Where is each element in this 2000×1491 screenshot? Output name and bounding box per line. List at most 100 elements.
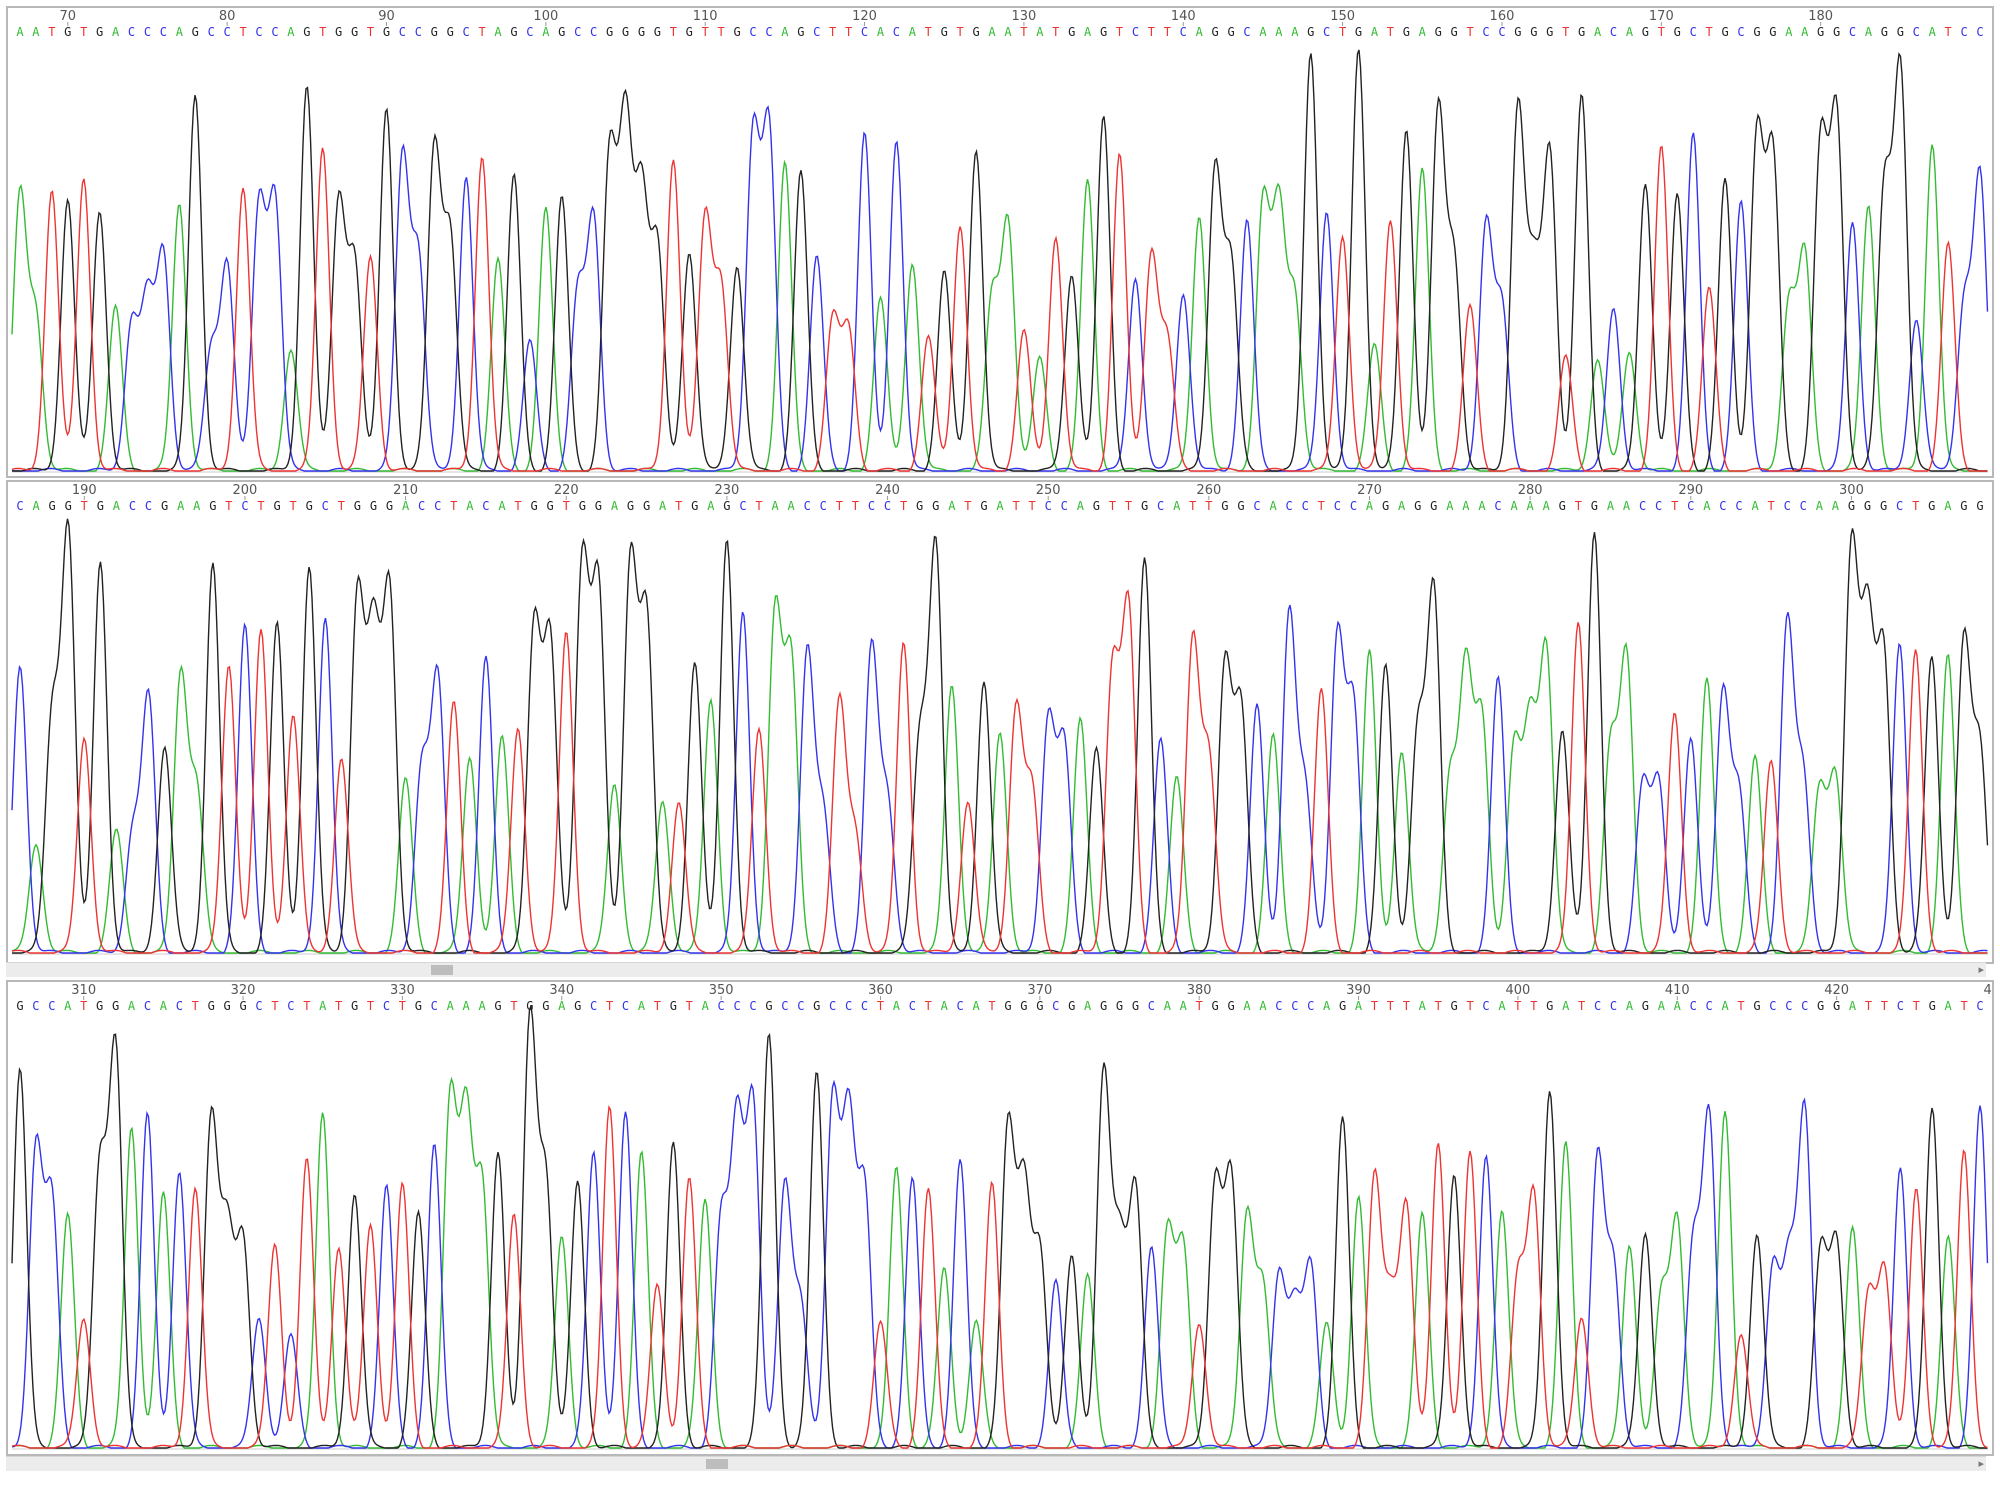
base-call-letter: C	[1976, 25, 1983, 39]
base-call-letter: C	[820, 499, 827, 513]
base-call-letter: C	[739, 499, 746, 513]
scrollbar-3[interactable]: ▸	[6, 1456, 1986, 1471]
base-call-letter: G	[797, 25, 804, 39]
tick-label: 390	[1346, 983, 1371, 998]
base-call-letter: T	[1387, 25, 1394, 39]
base-call-letter: T	[319, 25, 326, 39]
base-call-letter: G	[1451, 999, 1458, 1013]
trace-panel-3: 310 320 330 340 350 360 370 380 390 400 410 420 430 G…	[6, 980, 1994, 1456]
base-call-letter: T	[1387, 999, 1394, 1013]
base-call-letter: A	[176, 25, 184, 39]
base-call-letter: G	[1068, 999, 1075, 1013]
tick-label: 370	[1027, 983, 1052, 998]
base-call-letter: C	[526, 25, 533, 39]
base-call-letter: A	[177, 499, 185, 513]
base-call-letter: C	[718, 999, 725, 1013]
base-call-letter: T	[1339, 25, 1346, 39]
base-call-letter: G	[526, 999, 533, 1013]
base-call-letter: G	[1068, 25, 1075, 39]
base-call-letter: C	[1800, 499, 1807, 513]
trace-line-a	[11, 1076, 1988, 1449]
base-call-letter: T	[925, 999, 932, 1013]
base-call-letter: G	[932, 499, 939, 513]
base-call-letter: G	[691, 499, 698, 513]
base-call-letter: G	[1212, 25, 1219, 39]
base-call-letter: C	[224, 25, 231, 39]
tick-label: 350	[709, 983, 734, 998]
base-call-letter: T	[1737, 999, 1744, 1013]
base-call-letter: G	[192, 25, 199, 39]
base-call-letter: A	[948, 499, 956, 513]
base-call-letter: G	[1116, 999, 1123, 1013]
scroll-right-arrow-icon[interactable]: ▸	[1978, 1457, 1984, 1470]
base-call-letter: C	[1706, 999, 1713, 1013]
base-call-letter: T	[1865, 999, 1872, 1013]
base-call-letter: A	[1077, 499, 1085, 513]
base-call-letter: A	[1623, 499, 1631, 513]
base-call-letter: T	[1125, 499, 1132, 513]
base-call-letter: T	[1658, 25, 1665, 39]
base-call-letter: C	[16, 499, 23, 513]
base-call-letter: G	[1848, 499, 1855, 513]
base-call-letter: G	[813, 999, 820, 1013]
scroll-right-arrow-icon[interactable]: ▸	[1978, 963, 1984, 976]
base-call-letter: C	[1482, 25, 1489, 39]
base-call-letter: T	[1706, 25, 1713, 39]
base-call-letter: A	[1498, 999, 1506, 1013]
base-call-letter: A	[1196, 25, 1204, 39]
base-call-letter: A	[128, 999, 136, 1013]
tick-label: 150	[1330, 9, 1355, 24]
tick-label: 330	[390, 983, 415, 998]
base-call-letter: C	[1052, 999, 1059, 1013]
base-call-letter: C	[48, 999, 55, 1013]
base-call-letter: T	[1514, 999, 1521, 1013]
base-call-letter: G	[1430, 499, 1437, 513]
base-call-letter: A	[1929, 25, 1937, 39]
base-call-letter: G	[595, 499, 602, 513]
scroll-thumb-2[interactable]	[431, 965, 453, 975]
base-call-letter: T	[1403, 999, 1410, 1013]
scroll-thumb-3[interactable]	[706, 1459, 728, 1469]
base-call-letter: G	[161, 499, 168, 513]
base-call-letter: T	[399, 999, 406, 1013]
base-call-letter: C	[590, 999, 597, 1013]
trace-line-t	[11, 589, 1988, 954]
base-call-letter: C	[1494, 499, 1501, 513]
base-call-letter: A	[494, 25, 502, 39]
base-call-letter: T	[1578, 999, 1585, 1013]
base-call-letter: G	[670, 999, 677, 1013]
base-call-letter: C	[1639, 499, 1646, 513]
base-call-letter: C	[129, 499, 136, 513]
base-call-letter: T	[271, 999, 278, 1013]
base-call-letter: C	[128, 25, 135, 39]
base-call-letter: C	[463, 25, 470, 39]
tick-label: 410	[1665, 983, 1690, 998]
base-call-letter: A	[16, 25, 24, 39]
tick-label: 120	[852, 9, 877, 24]
base-call-letter: G	[1339, 999, 1346, 1013]
base-call-letter: C	[208, 25, 215, 39]
scrollbar-2[interactable]: ▸	[6, 962, 1986, 977]
trace-line-g	[11, 1005, 1988, 1449]
base-call-letter: A	[1478, 499, 1486, 513]
base-call-letter: G	[1132, 999, 1139, 1013]
base-call-letter: T	[877, 999, 884, 1013]
tick-label: 310	[71, 983, 96, 998]
tick-label: 220	[554, 483, 579, 498]
base-call-letter: C	[255, 25, 262, 39]
base-call-letter: C	[1061, 499, 1068, 513]
base-call-letter: T	[1148, 25, 1155, 39]
base-call-letter: C	[434, 499, 441, 513]
base-call-letter: C	[1737, 25, 1744, 39]
base-call-letter: G	[1881, 25, 1888, 39]
base-call-letter: G	[723, 499, 730, 513]
base-call-letter: T	[670, 25, 677, 39]
base-call-letter: G	[447, 25, 454, 39]
base-call-letter: C	[1253, 499, 1260, 513]
trace-line-t	[11, 145, 1988, 472]
base-call-letter: G	[627, 499, 634, 513]
base-call-letter: T	[1466, 999, 1473, 1013]
base-call-letter: C	[861, 999, 868, 1013]
base-call-letter: C	[1482, 999, 1489, 1013]
